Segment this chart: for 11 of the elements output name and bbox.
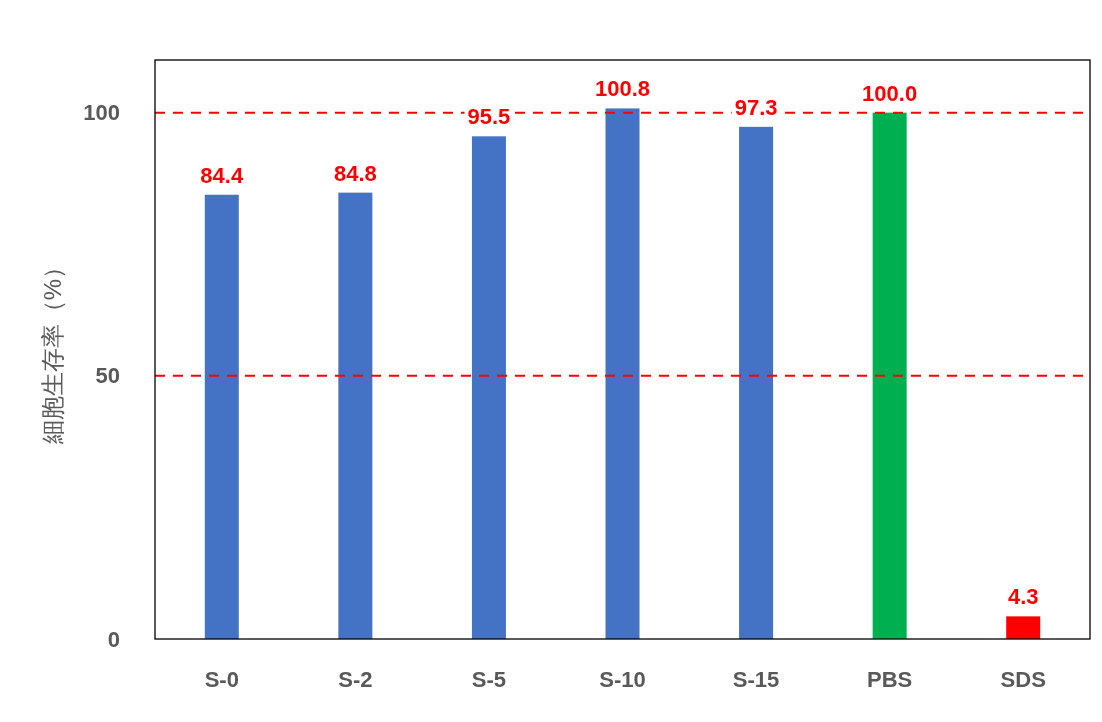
y-tick-label: 100 (83, 100, 120, 126)
y-tick-label: 0 (107, 626, 120, 652)
y-axis-title: 細胞生存率（%） (38, 254, 66, 446)
x-tick-label: S-2 (338, 666, 373, 692)
x-tick-label: S-10 (599, 666, 646, 692)
x-tick-label: S-5 (471, 666, 507, 692)
x-tick-label: S-15 (732, 666, 780, 692)
x-tick-label: S-0 (204, 666, 239, 692)
x-tick-label: SDS (1000, 666, 1046, 692)
x-tick-label: PBS (867, 666, 913, 692)
y-tick-label: 50 (95, 363, 120, 389)
